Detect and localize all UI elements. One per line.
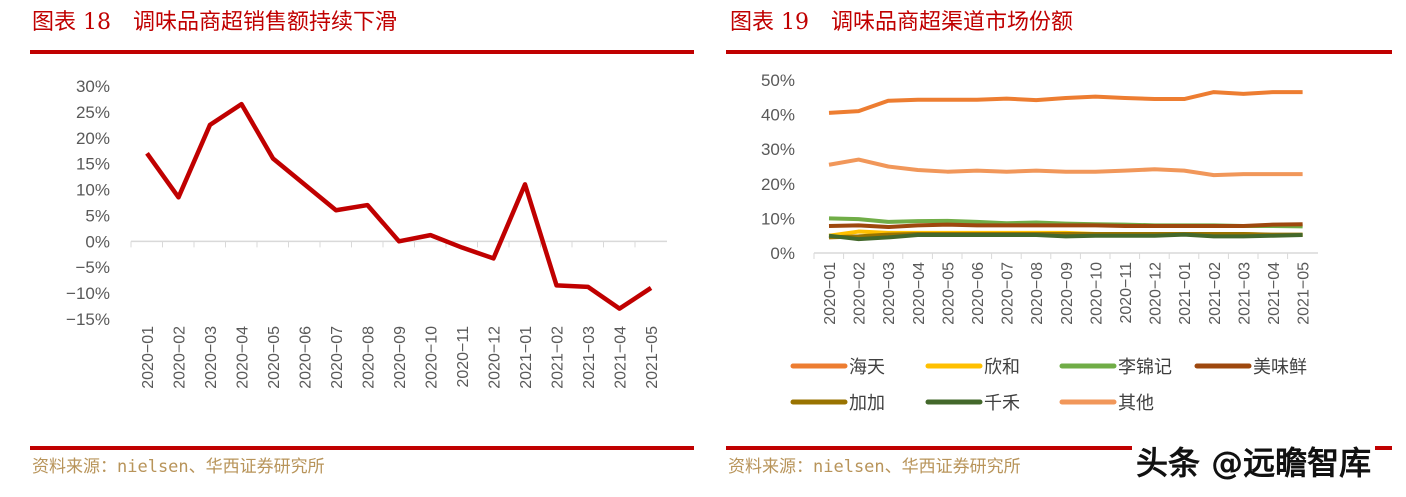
x-tick-label: 2020−07	[329, 326, 346, 389]
y-tick-label: 25%	[76, 103, 110, 122]
x-tick-label: 2021−03	[581, 326, 598, 389]
chart-title-left: 图表 18 调味品商超销售额持续下滑	[32, 10, 397, 35]
series-line-0	[145, 101, 653, 311]
x-tick-label: 2021−01	[518, 326, 535, 389]
source-left: 资料来源：nielsen、华西证券研究所	[32, 457, 325, 477]
title-rule-left	[30, 50, 694, 54]
y-tick-label: 5%	[85, 206, 110, 225]
x-tick-label: 2020−08	[1029, 262, 1046, 325]
y-tick-label: 30%	[761, 140, 795, 159]
y-tick-label: −10%	[66, 284, 110, 303]
x-tick-label: 2020−03	[203, 326, 220, 389]
watermark: 头条 @远瞻智库	[1132, 438, 1376, 484]
y-tick-label: 20%	[761, 175, 795, 194]
x-tick-label: 2021−02	[1207, 262, 1224, 325]
y-tick-label: 0%	[770, 244, 795, 263]
x-tick-label: 2020−11	[1118, 262, 1135, 324]
legend-label: 加加	[849, 393, 885, 414]
legend-label: 千禾	[984, 393, 1020, 414]
legend-label: 海天	[849, 357, 885, 378]
x-tick-label: 2020−01	[822, 262, 839, 325]
x-tick-label: 2020−11	[455, 326, 472, 388]
x-tick-label: 2020−05	[266, 326, 283, 389]
title-rule-right	[726, 50, 1392, 54]
y-tick-label: 15%	[76, 155, 110, 174]
x-tick-label: 2020−04	[911, 262, 928, 325]
x-tick-label: 2020−12	[487, 326, 504, 389]
chart-title-right: 图表 19 调味品商超渠道市场份额	[730, 10, 1073, 35]
x-tick-label: 2021−02	[550, 326, 567, 389]
x-tick-label: 2020−04	[235, 326, 252, 389]
x-tick-label: 2020−08	[361, 326, 378, 389]
x-tick-label: 2020−05	[940, 262, 957, 325]
x-tick-label: 2021−05	[644, 326, 661, 389]
x-tick-label: 2020−06	[298, 326, 315, 389]
x-tick-label: 2021−01	[1177, 262, 1194, 325]
x-tick-label: 2021−05	[1296, 262, 1313, 325]
y-tick-label: 40%	[761, 106, 795, 125]
y-tick-label: −15%	[66, 310, 110, 329]
series-line-海天	[828, 90, 1303, 115]
x-tick-label: 2020−09	[392, 326, 409, 389]
x-tick-label: 2020−07	[1000, 262, 1017, 325]
y-tick-label: 50%	[761, 71, 795, 90]
y-tick-label: 30%	[76, 77, 110, 96]
y-tick-label: 10%	[76, 181, 110, 200]
series-line-其他	[828, 157, 1303, 178]
source-rule-left	[30, 446, 694, 450]
y-tick-label: 20%	[76, 129, 110, 148]
source-right: 资料来源：nielsen、华西证券研究所	[728, 457, 1021, 477]
x-tick-label: 2020−10	[1088, 262, 1105, 325]
x-tick-label: 2020−09	[1059, 262, 1076, 325]
source-rule-right	[726, 446, 1392, 450]
x-tick-label: 2021−03	[1236, 262, 1253, 325]
legend-label: 其他	[1118, 393, 1154, 414]
x-tick-label: 2020−12	[1148, 262, 1165, 325]
x-tick-label: 2020−02	[172, 326, 189, 389]
x-tick-label: 2021−04	[613, 326, 630, 389]
x-tick-label: 2020−10	[424, 326, 441, 389]
series-line-美味鲜	[828, 222, 1303, 230]
y-tick-label: −5%	[76, 258, 111, 277]
x-tick-label: 2020−06	[970, 262, 987, 325]
x-tick-label: 2020−02	[852, 262, 869, 325]
y-tick-label: 0%	[85, 232, 110, 251]
legend-label: 美味鲜	[1253, 357, 1307, 378]
x-tick-label: 2021−04	[1266, 262, 1283, 325]
legend-label: 欣和	[984, 357, 1020, 378]
y-tick-label: 10%	[761, 209, 795, 228]
x-tick-label: 2020−03	[881, 262, 898, 325]
series-line-千禾	[828, 232, 1303, 242]
x-tick-label: 2020−01	[140, 326, 157, 389]
legend-label: 李锦记	[1118, 357, 1172, 378]
